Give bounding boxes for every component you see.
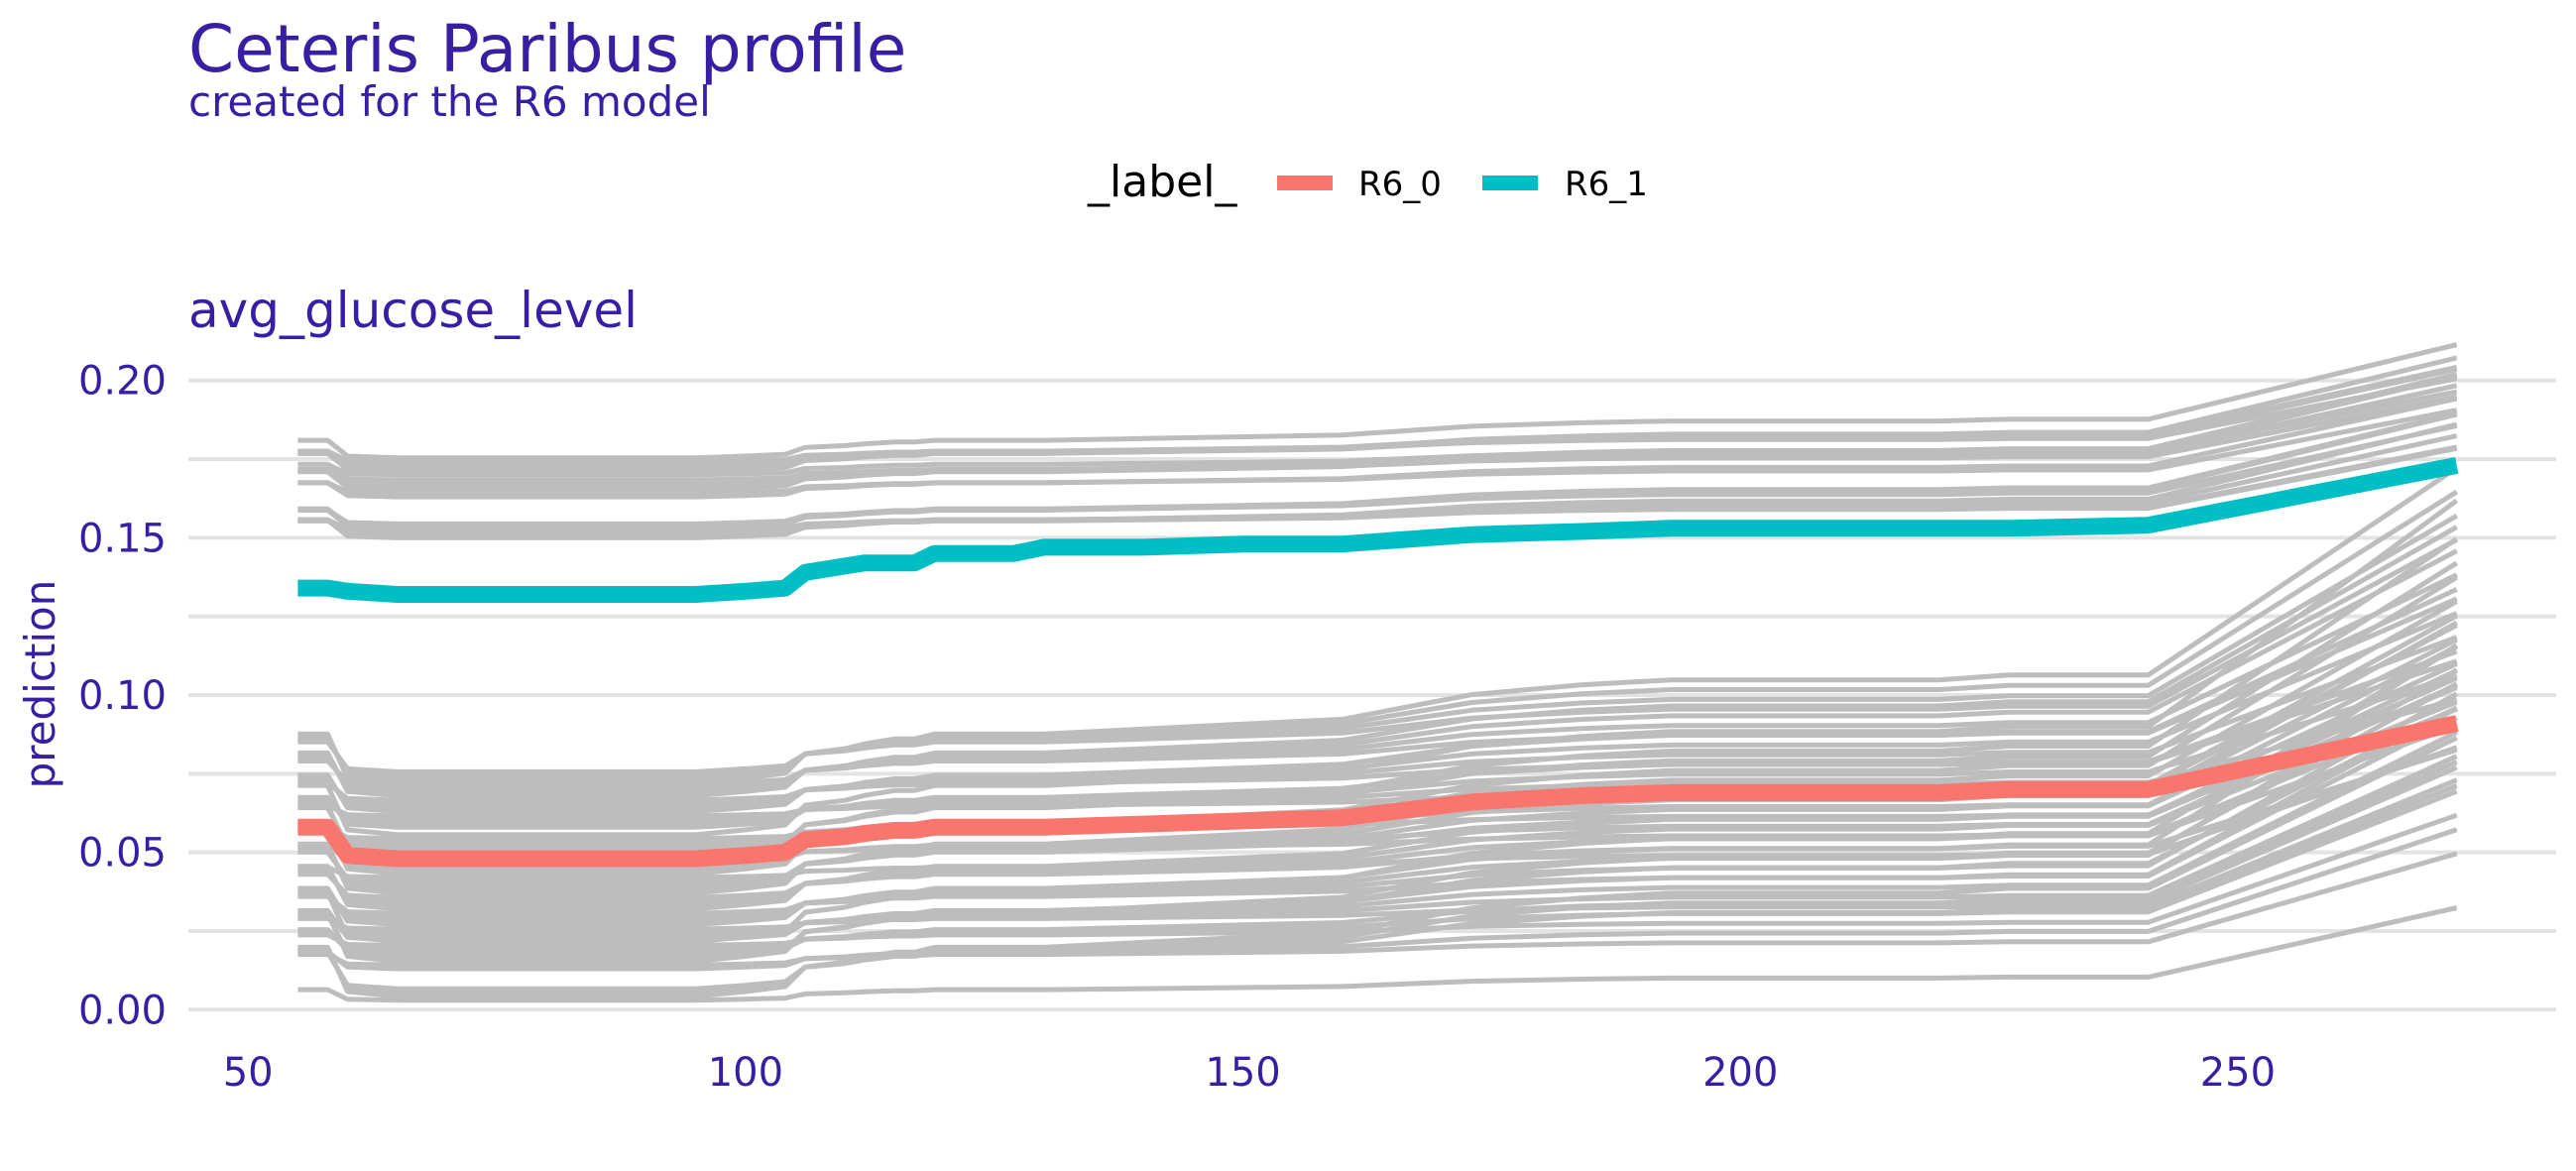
background-profile-line — [297, 489, 2459, 782]
background-profile-line — [297, 410, 2458, 529]
y-tick-label: 0.05 — [78, 831, 167, 877]
x-tick-label: 250 — [2200, 1050, 2276, 1096]
axis-tick-labels: 0.00 0.05 0.10 0.15 0.20 50 100 150 200 250 — [78, 359, 2276, 1096]
background-profile-line — [297, 635, 2458, 807]
background-profile-line — [297, 408, 2458, 496]
background-profile-line — [297, 394, 2458, 483]
background-profile-line — [297, 747, 2458, 900]
x-tick-label: 100 — [708, 1050, 783, 1096]
y-axis-label: prediction — [16, 580, 64, 789]
background-profile-line — [297, 572, 2458, 791]
x-tick-label: 200 — [1702, 1050, 1778, 1096]
background-profile-line — [297, 777, 2458, 932]
background-profile-line — [297, 905, 2458, 1003]
background-profile-line — [297, 444, 2458, 533]
background-profile-line — [297, 658, 2458, 803]
chart-subtitle: created for the R6 model — [188, 77, 711, 126]
background-profile-line — [297, 672, 2458, 826]
background-profile-line — [297, 715, 2458, 916]
series-line-r6-0 — [297, 715, 2459, 868]
facet-title: avg_glucose_level — [188, 282, 638, 339]
background-profile-line — [297, 643, 2459, 945]
y-tick-label: 0.10 — [78, 673, 167, 719]
y-tick-label: 0.15 — [78, 516, 167, 561]
background-profile-line — [297, 699, 2458, 908]
background-profile-line — [297, 537, 2458, 774]
background-profile-line — [297, 525, 2458, 798]
series-line-r6-1 — [297, 457, 2459, 603]
chart-title: Ceteris Paribus profile — [188, 11, 907, 87]
highlighted-series — [297, 457, 2459, 868]
background-profile-line — [297, 685, 2458, 884]
background-profile-line — [297, 735, 2458, 999]
background-profile-line — [297, 783, 2458, 992]
legend-label-r6-1: R6_1 — [1565, 165, 1648, 204]
x-tick-label: 50 — [223, 1050, 274, 1096]
background-profiles — [297, 342, 2459, 1003]
x-tick-label: 150 — [1205, 1050, 1280, 1096]
background-profile-line — [297, 696, 2458, 823]
background-profile-line — [297, 661, 2458, 888]
background-profile-line — [297, 548, 2458, 795]
legend-swatch-r6-1 — [1482, 176, 1538, 190]
background-profile-line — [297, 596, 2458, 787]
background-profile-line — [297, 611, 2458, 811]
background-profile-line — [297, 514, 2458, 778]
y-tick-label: 0.00 — [78, 988, 167, 1033]
legend-title: _label_ — [1087, 157, 1237, 207]
background-profile-line — [297, 366, 2458, 470]
background-profile-line — [297, 705, 2458, 961]
background-profile-line — [297, 760, 2458, 995]
background-profile-line — [297, 681, 2458, 964]
legend: _label_ R6_0 R6_1 — [1087, 157, 1648, 207]
background-profile-line — [297, 342, 2458, 461]
y-tick-label: 0.20 — [78, 359, 167, 405]
legend-label-r6-0: R6_0 — [1358, 165, 1442, 204]
legend-swatch-r6-0 — [1277, 176, 1333, 190]
background-profile-line — [297, 812, 2458, 948]
